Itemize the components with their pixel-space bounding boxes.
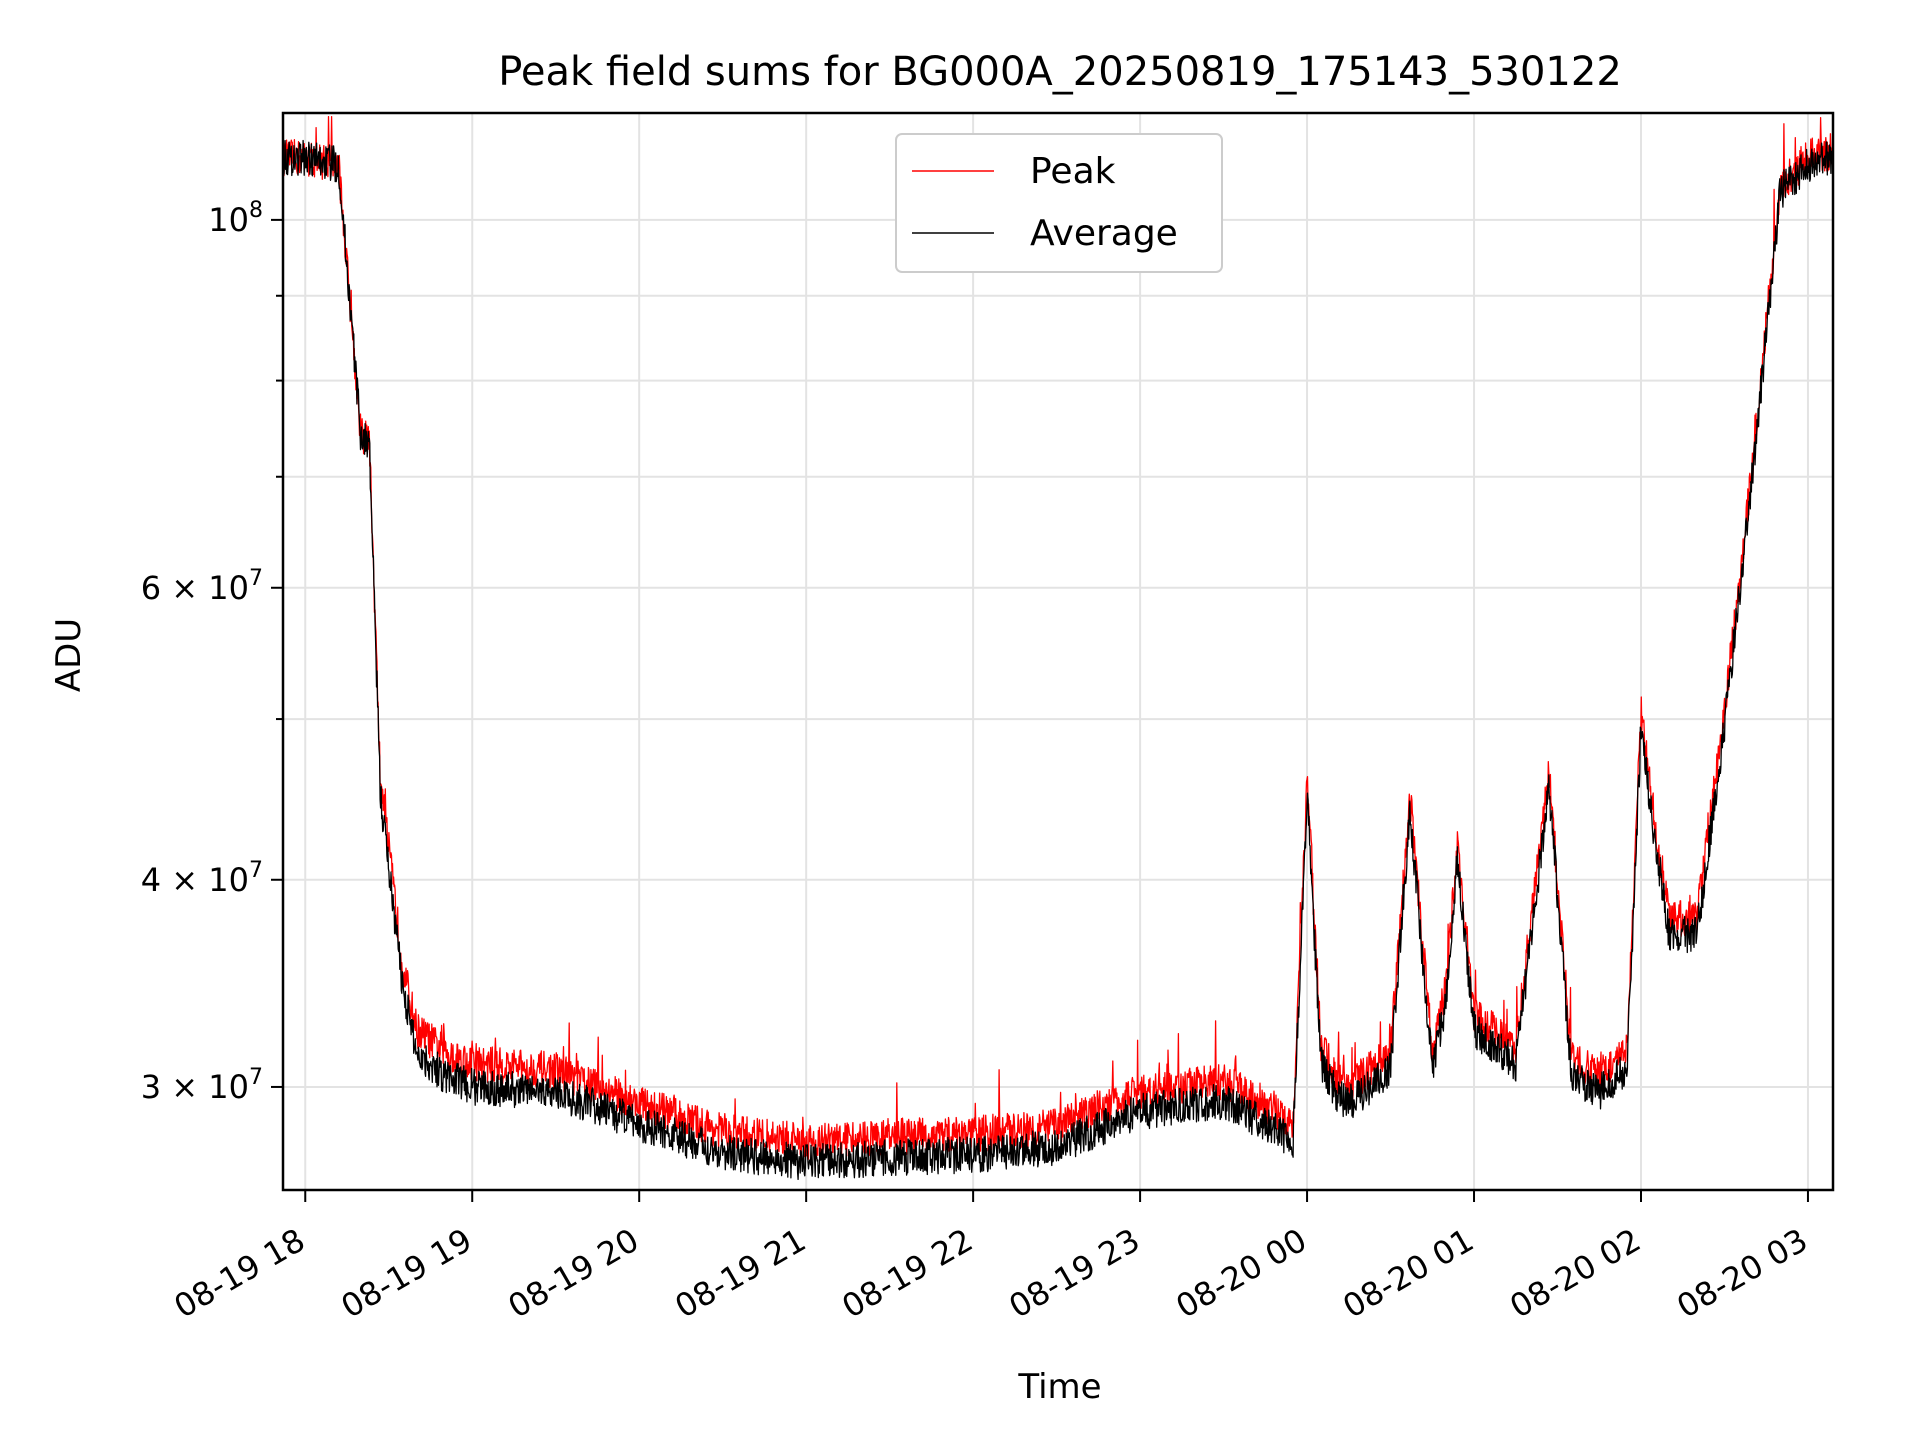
y-axis-label: ADU	[49, 618, 89, 692]
x-tick-label: 08-19 23	[1002, 1221, 1146, 1326]
x-tick-label: 08-20 03	[1670, 1221, 1814, 1326]
y-tick-label: 3 × 107	[141, 1065, 263, 1106]
x-axis-label: Time	[1017, 1367, 1101, 1407]
plot-frame	[281, 111, 1835, 1192]
x-axis: 08-19 18 08-19 19 08-19 20 08-19 21 08-19 22…	[168, 1190, 1814, 1326]
series-line-average	[282, 139, 1834, 1181]
legend: Peak Average	[895, 133, 1223, 273]
x-tick-label: 08-20 00	[1169, 1221, 1313, 1326]
series-layer	[282, 115, 1834, 1181]
y-tick-label: 108	[208, 198, 263, 239]
x-tick-label: 08-19 18	[168, 1221, 312, 1326]
y-tick-label: 6 × 107	[141, 566, 263, 607]
legend-label-peak: Peak	[1030, 151, 1116, 192]
x-tick-label: 08-19 21	[669, 1221, 813, 1326]
chart-title: Peak field sums for BG000A_20250819_1751…	[498, 49, 1622, 95]
x-tick-label: 08-19 20	[502, 1221, 646, 1326]
x-tick-label: 08-19 22	[836, 1221, 980, 1326]
legend-label-average: Average	[1030, 213, 1178, 254]
y-tick-label: 4 × 107	[141, 858, 263, 899]
x-tick-label: 08-19 19	[335, 1221, 479, 1326]
x-tick-label: 08-20 01	[1336, 1221, 1480, 1326]
legend-box	[895, 133, 1223, 273]
x-tick-label: 08-20 02	[1503, 1221, 1647, 1326]
series-line-peak	[282, 115, 1834, 1161]
y-axis: 3 × 107 4 × 107 6 × 107 108	[141, 198, 283, 1106]
grid	[283, 113, 1833, 1190]
